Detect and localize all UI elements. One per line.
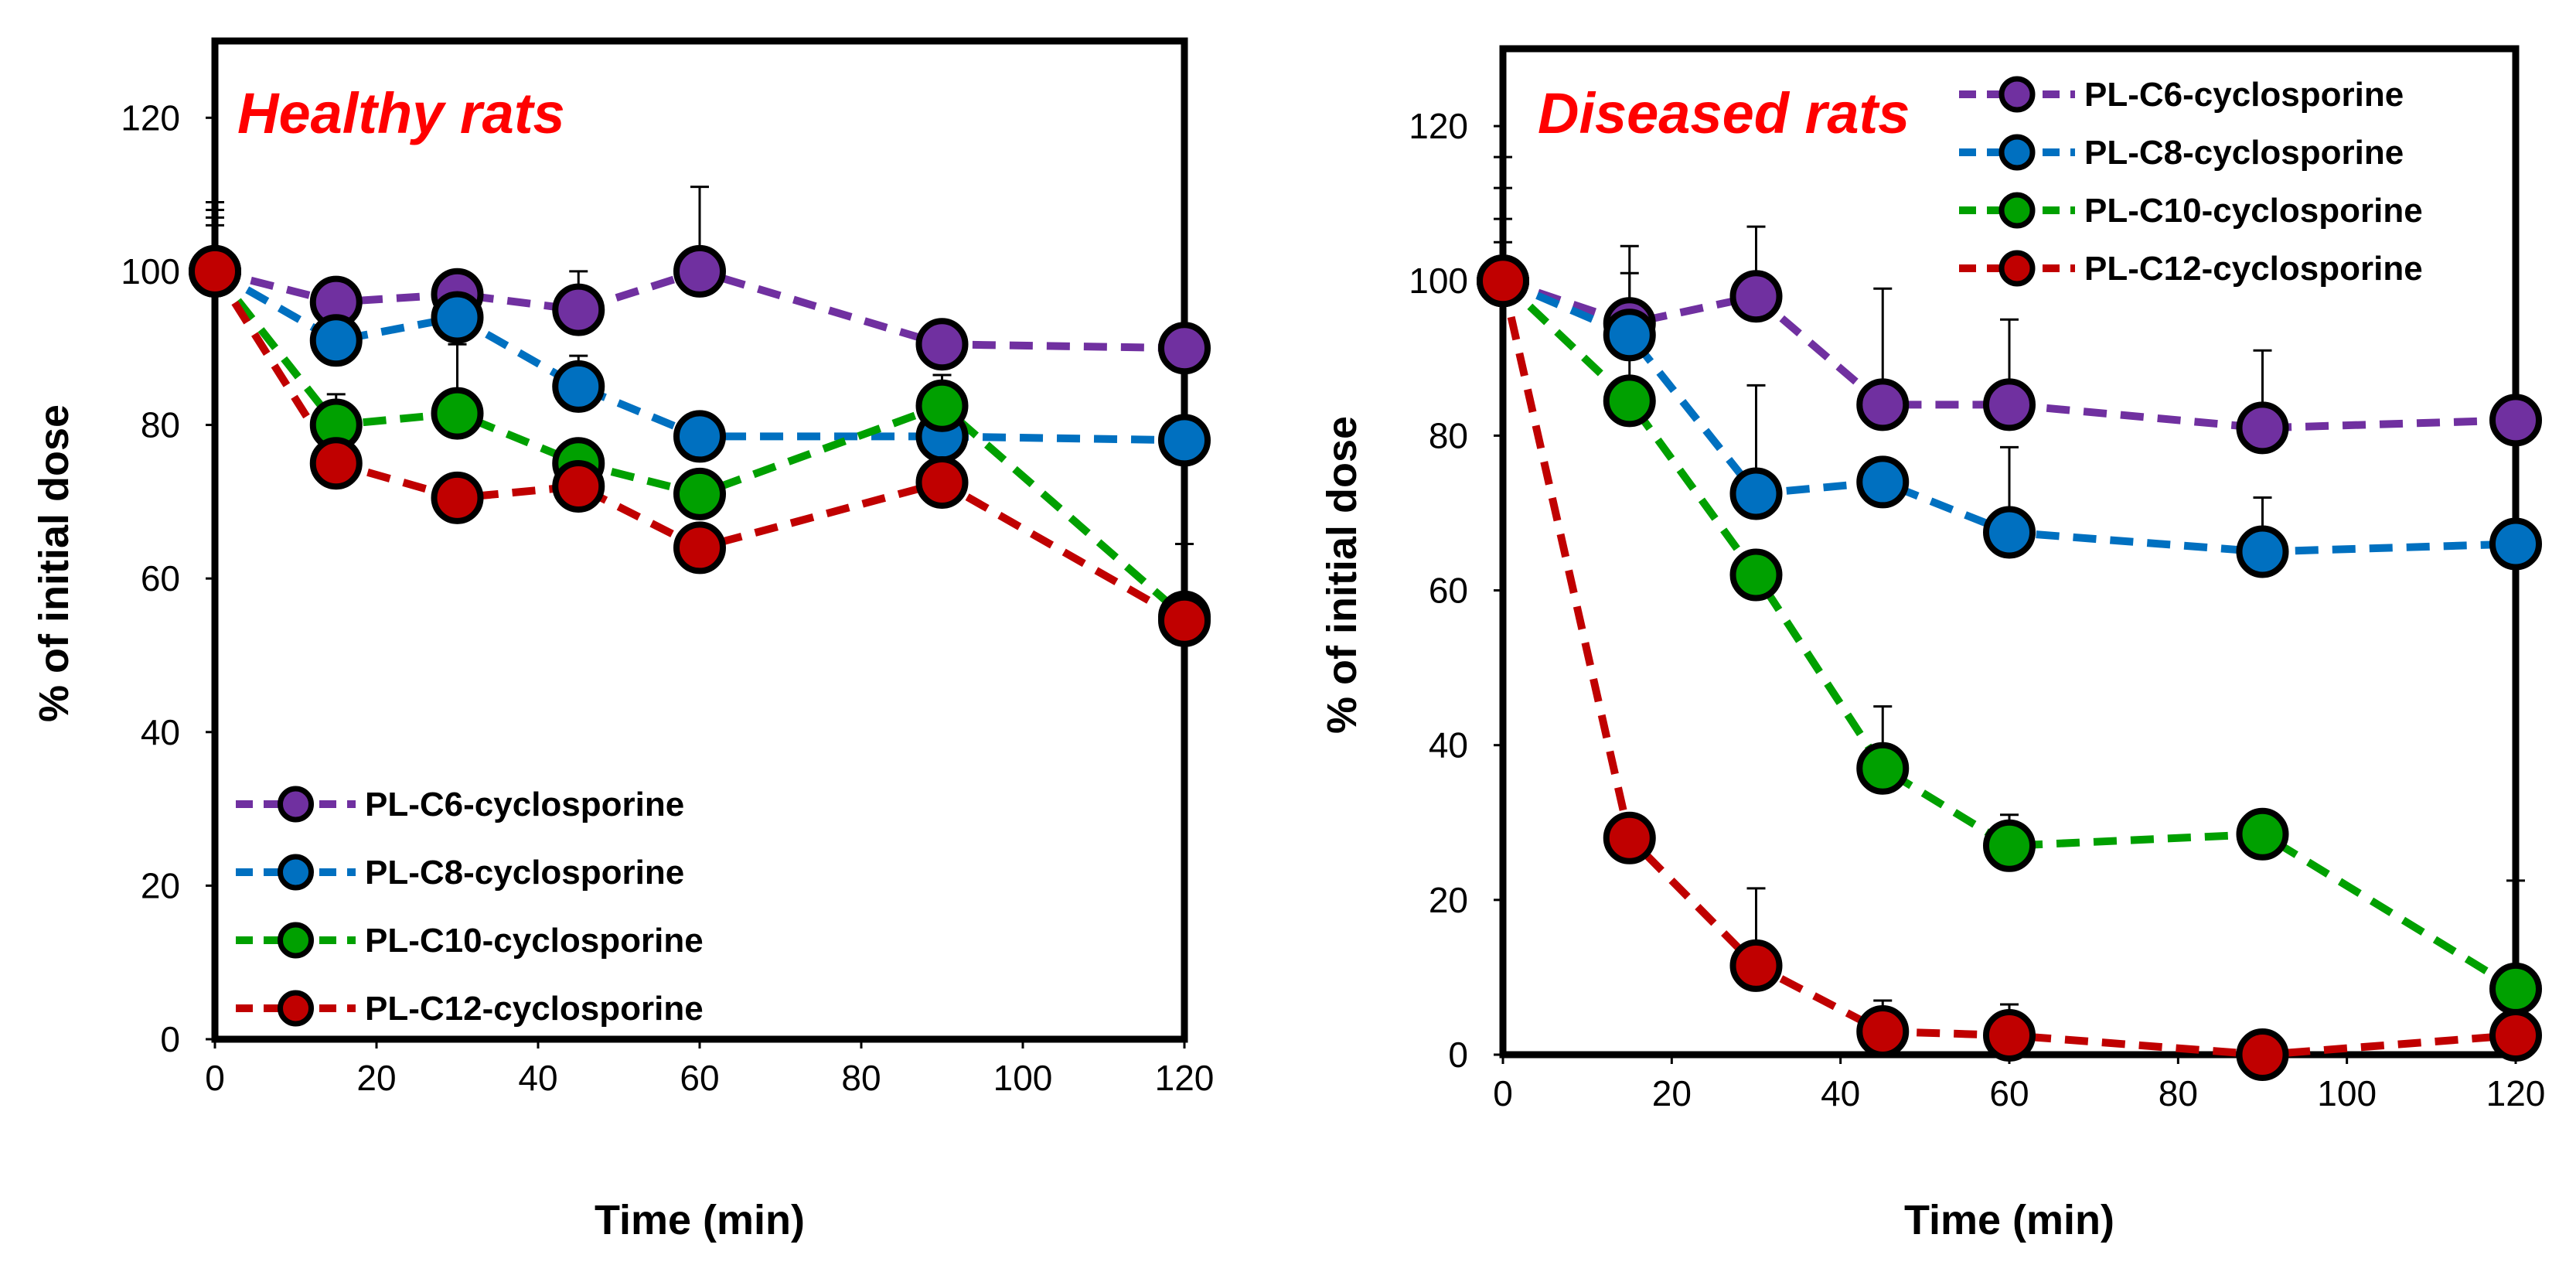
- legend-label: PL-C6-cyclosporine: [365, 786, 684, 823]
- y-axis-title: % of initial dose: [31, 404, 77, 722]
- data-point-pl-c6-cyclosporine: [673, 244, 726, 298]
- x-tick-label: 120: [1155, 1058, 1215, 1098]
- x-tick-label: 80: [2159, 1073, 2198, 1113]
- y-tick-label: 60: [141, 558, 180, 598]
- y-tick-label: 20: [1429, 880, 1468, 920]
- data-point-pl-c12-cyclosporine: [1477, 254, 1529, 308]
- y-tick-label: 0: [160, 1019, 180, 1059]
- data-point-pl-c12-cyclosporine: [1983, 1008, 2036, 1062]
- data-point-pl-c12-cyclosporine: [1603, 811, 1656, 864]
- legend-marker: [1998, 76, 2036, 113]
- x-tick-label: 60: [680, 1058, 719, 1098]
- y-tick-label: 120: [1409, 106, 1468, 146]
- data-point-pl-c10-cyclosporine: [431, 387, 484, 440]
- data-point-pl-c12-cyclosporine: [1856, 1004, 1910, 1058]
- x-tick-label: 60: [1989, 1073, 2029, 1113]
- data-point-pl-c6-cyclosporine: [1729, 270, 1783, 323]
- data-point-pl-c6-cyclosporine: [915, 318, 969, 371]
- data-point-pl-c10-cyclosporine: [1983, 819, 2036, 872]
- data-point-pl-c12-cyclosporine: [431, 471, 484, 524]
- data-point-pl-c6-cyclosporine: [2489, 394, 2542, 447]
- data-point-pl-c10-cyclosporine: [915, 379, 969, 432]
- data-point-pl-c8-cyclosporine: [2489, 517, 2542, 571]
- legend-marker: [1998, 250, 2036, 287]
- data-point-pl-c6-cyclosporine: [1983, 378, 2036, 431]
- x-tick-label: 40: [518, 1058, 557, 1098]
- data-point-pl-c8-cyclosporine: [552, 360, 605, 413]
- data-point-pl-c10-cyclosporine: [1856, 742, 1910, 795]
- data-point-pl-c8-cyclosporine: [1158, 414, 1211, 467]
- data-point-pl-c6-cyclosporine: [2236, 401, 2289, 455]
- healthy-rats-chart-panel: 0 20 40 60 80 100 120 0 20 40 60 80 100 120 Time (min)…: [31, 37, 1215, 1243]
- data-point-pl-c12-cyclosporine: [1729, 939, 1783, 992]
- data-point-pl-c10-cyclosporine: [673, 467, 726, 520]
- x-axis-title: Time (min): [1904, 1197, 2114, 1243]
- data-point-pl-c12-cyclosporine: [915, 456, 969, 510]
- healthy-rats-chart: 0 20 40 60 80 100 120 0 20 40 60 80 100 120 Time (min)…: [31, 37, 1215, 1243]
- data-point-pl-c8-cyclosporine: [1603, 309, 1656, 362]
- data-point-pl-c12-cyclosporine: [673, 521, 726, 575]
- x-tick-label: 100: [2317, 1073, 2377, 1113]
- legend-marker: [1998, 192, 2036, 229]
- x-tick-label: 20: [356, 1058, 396, 1098]
- data-point-pl-c12-cyclosporine: [309, 437, 363, 490]
- y-tick-label: 80: [141, 405, 180, 445]
- chart-title: Healthy rats: [237, 81, 565, 145]
- data-point-pl-c10-cyclosporine: [1729, 548, 1783, 602]
- data-point-pl-c10-cyclosporine: [2489, 962, 2542, 1015]
- data-point-pl-c8-cyclosporine: [673, 410, 726, 463]
- x-axis-title: Time (min): [595, 1197, 805, 1243]
- y-tick-label: 40: [141, 712, 180, 752]
- data-point-pl-c8-cyclosporine: [2236, 525, 2289, 578]
- data-point-pl-c8-cyclosporine: [1729, 467, 1783, 520]
- legend-label: PL-C10-cyclosporine: [365, 922, 704, 960]
- data-point-pl-c12-cyclosporine: [2489, 1008, 2542, 1062]
- data-point-pl-c12-cyclosporine: [1158, 594, 1211, 647]
- legend-marker: [278, 854, 314, 891]
- legend-label: PL-C12-cyclosporine: [2084, 250, 2423, 288]
- data-point-pl-c6-cyclosporine: [1856, 378, 1910, 431]
- x-tick-label: 80: [841, 1058, 881, 1098]
- diseased-rats-chart: 0 20 40 60 80 100 120 0 20 40 60 80 100 120 Time (min)…: [1319, 45, 2546, 1243]
- x-tick-label: 120: [2486, 1073, 2546, 1113]
- x-tick-label: 0: [205, 1058, 225, 1098]
- legend-label: PL-C6-cyclosporine: [2084, 76, 2404, 114]
- legend-label: PL-C12-cyclosporine: [365, 990, 704, 1028]
- legend-marker: [1998, 134, 2036, 171]
- legend-marker: [278, 990, 314, 1027]
- legend-label: PL-C10-cyclosporine: [2084, 192, 2423, 230]
- data-point-pl-c10-cyclosporine: [1603, 374, 1656, 428]
- y-tick-label: 20: [141, 865, 180, 905]
- legend-label: PL-C8-cyclosporine: [2084, 134, 2404, 172]
- data-point-pl-c8-cyclosporine: [431, 291, 484, 344]
- y-tick-label: 40: [1429, 725, 1468, 765]
- diseased-rats-chart-panel: 0 20 40 60 80 100 120 0 20 40 60 80 100 120 Time (min)…: [1288, 0, 2576, 1265]
- y-axis-title: % of initial dose: [1319, 416, 1365, 734]
- data-point-pl-c12-cyclosporine: [189, 244, 241, 298]
- y-tick-label: 100: [1409, 261, 1468, 301]
- x-tick-label: 0: [1493, 1073, 1513, 1113]
- data-point-pl-c8-cyclosporine: [1983, 506, 2036, 559]
- data-point-pl-c10-cyclosporine: [2236, 807, 2289, 861]
- data-point-pl-c12-cyclosporine: [552, 459, 605, 513]
- y-tick-label: 80: [1429, 415, 1468, 455]
- y-tick-label: 100: [121, 251, 180, 292]
- x-tick-label: 100: [993, 1058, 1053, 1098]
- x-tick-label: 20: [1652, 1073, 1692, 1113]
- data-point-pl-c8-cyclosporine: [1856, 455, 1910, 509]
- legend-label: PL-C8-cyclosporine: [365, 854, 684, 892]
- y-tick-label: 120: [121, 97, 180, 138]
- y-tick-label: 60: [1429, 571, 1468, 611]
- data-point-pl-c8-cyclosporine: [309, 314, 363, 367]
- data-point-pl-c12-cyclosporine: [2236, 1028, 2289, 1081]
- data-point-pl-c6-cyclosporine: [1158, 322, 1211, 375]
- x-tick-label: 40: [1821, 1073, 1860, 1113]
- legend-marker: [278, 786, 314, 823]
- data-point-pl-c6-cyclosporine: [552, 283, 605, 336]
- legend-marker: [278, 922, 314, 959]
- chart-title: Diseased rats: [1538, 81, 1910, 145]
- y-tick-label: 0: [1448, 1035, 1468, 1075]
